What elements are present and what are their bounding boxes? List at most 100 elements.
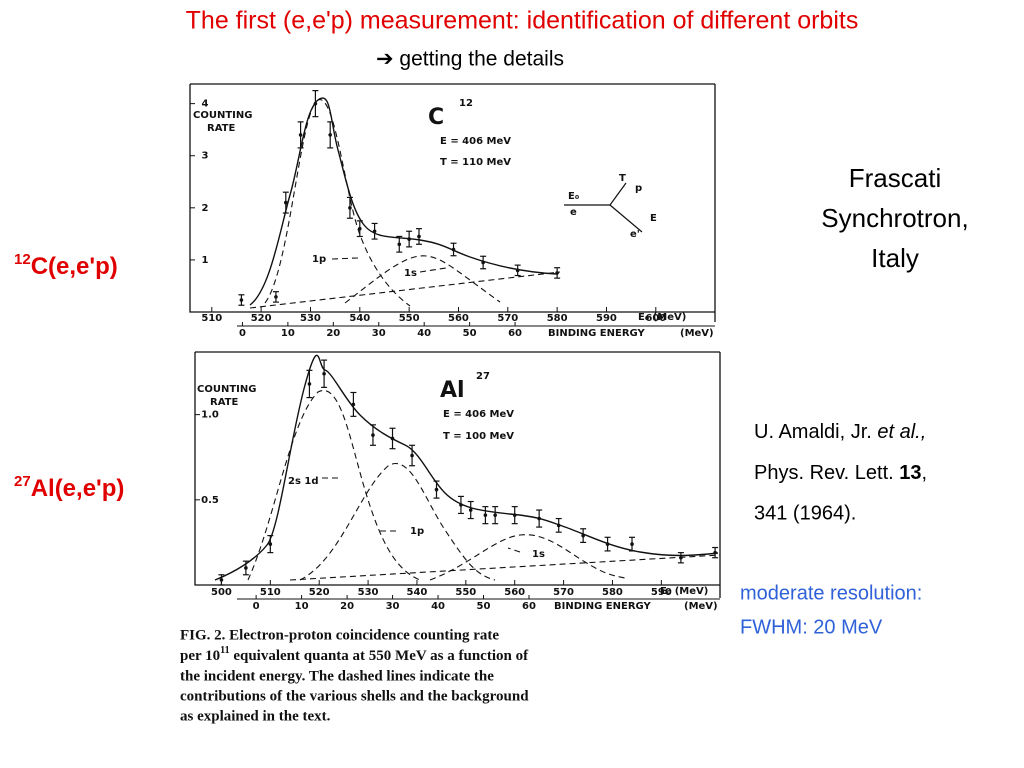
x-tick-label: 550: [399, 313, 420, 324]
data-point: [416, 228, 422, 245]
reference-text: Phys. Rev. Lett.: [754, 462, 899, 484]
data-point: [514, 264, 521, 277]
data-point: [327, 121, 334, 149]
x2-tick-label: 50: [477, 601, 491, 612]
reference: Phys. Rev. Lett. 13,: [754, 462, 927, 484]
point: [515, 268, 520, 273]
reaction-text: Al(e,e'p): [31, 475, 125, 502]
data-point: [242, 560, 249, 576]
point: [451, 247, 456, 252]
x-tick-label: 580: [602, 587, 623, 598]
diagram-label: E₀: [568, 191, 579, 202]
resolution-note: moderate resolution:: [740, 582, 922, 604]
data-point: [396, 235, 403, 253]
point: [219, 578, 224, 582]
data-point: [356, 220, 363, 238]
data-point: [482, 506, 489, 525]
x2-tick-label: 10: [281, 328, 295, 339]
x-tick-label: 550: [455, 587, 476, 598]
caption-line: contributions of the various shells and …: [180, 688, 529, 704]
data-point: [409, 444, 416, 467]
x-tick-label: 510: [201, 313, 222, 324]
data-point: [492, 506, 499, 525]
diagram-label: T: [619, 173, 626, 184]
data-point: [218, 574, 225, 586]
shell-label: 1p: [312, 254, 326, 265]
point: [417, 234, 421, 239]
x-tick-label: 580: [547, 313, 568, 324]
x-tick-label: 530: [300, 313, 321, 324]
x2-tick-label: 0: [253, 601, 260, 612]
point: [284, 200, 288, 205]
data-point: [350, 391, 357, 417]
x-tick-label: 540: [407, 587, 428, 598]
point: [556, 523, 561, 528]
x2-tick-label: 60: [522, 601, 536, 612]
background-curve: [249, 271, 561, 309]
shell-curve: [264, 99, 411, 307]
x-tick-label: 540: [349, 313, 370, 324]
point: [322, 371, 326, 376]
fit-curve: [249, 97, 558, 306]
mass-number: 27: [476, 371, 490, 382]
data-point: [629, 536, 636, 552]
lab-line: Italy: [871, 243, 919, 273]
data-point: [450, 242, 457, 257]
x2-axis-unit: (MeV): [680, 328, 714, 339]
shell-curve: [429, 534, 626, 581]
data-point: [389, 427, 396, 450]
point: [605, 542, 610, 546]
point: [397, 242, 402, 247]
data-point: [272, 291, 279, 303]
x-tick-label: 590: [651, 587, 672, 598]
reference-text: et al.,: [877, 421, 926, 443]
x-tick-label: 560: [448, 313, 469, 324]
y-tick-label: 1: [202, 255, 209, 266]
x-tick-label: 500: [211, 587, 232, 598]
y-tick-label: 1.0: [201, 410, 219, 421]
mass-number: 12: [459, 98, 473, 109]
y-axis-label: RATE: [207, 123, 235, 134]
x2-tick-label: 40: [431, 601, 445, 612]
x2-tick-label: 20: [326, 328, 340, 339]
data-point: [555, 517, 562, 533]
point: [268, 542, 273, 546]
data-point: [712, 546, 719, 559]
data-point: [580, 528, 587, 544]
shell-label: 2s 1d: [288, 476, 319, 487]
x-tick-label: 560: [504, 587, 525, 598]
x-tick-label: 600: [645, 313, 666, 324]
point: [390, 436, 395, 441]
x-tick-label: 530: [358, 587, 379, 598]
x2-tick-label: 30: [372, 328, 386, 339]
frame: [194, 351, 721, 598]
frame: [189, 83, 716, 322]
point: [371, 433, 375, 437]
y-tick-label: 2: [202, 203, 209, 214]
point: [313, 101, 318, 106]
point: [410, 453, 414, 458]
point: [239, 298, 244, 302]
fit-curve: [214, 354, 719, 581]
x-tick-label: 520: [309, 587, 330, 598]
reaction-label: 12C(e,e'p): [14, 251, 118, 280]
diagram-label: E: [650, 213, 657, 224]
point: [630, 542, 634, 546]
shell-label: 1s: [404, 268, 417, 279]
point: [512, 513, 517, 517]
data-point: [371, 222, 378, 240]
shell-curve: [344, 255, 501, 304]
nucleus: Al: [440, 378, 465, 403]
point: [555, 271, 559, 275]
data-point: [536, 509, 543, 528]
x2-axis-unit: (MeV): [684, 601, 718, 612]
slide-title: The first (e,e'p) measurement: identific…: [186, 7, 859, 35]
y-tick-label: 4: [202, 99, 209, 110]
x2-axis-label: BINDING ENERGY: [554, 601, 652, 612]
x2-tick-label: 40: [417, 328, 431, 339]
kinematics: T = 110 MeV: [440, 157, 511, 168]
data-point: [677, 552, 684, 564]
point: [351, 402, 356, 407]
data-point: [604, 536, 611, 552]
